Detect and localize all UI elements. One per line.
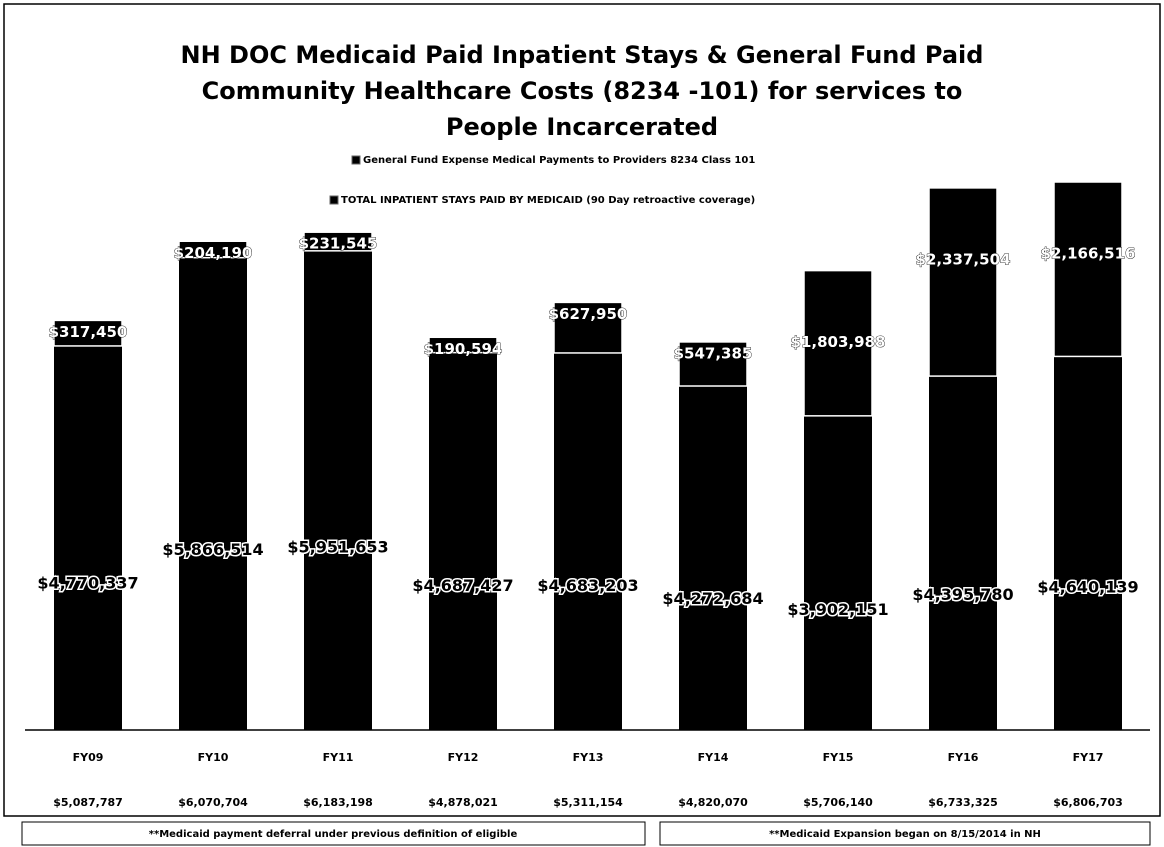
- data-label: $547,385: [674, 344, 753, 362]
- bar-segment: [1054, 356, 1122, 730]
- x-tick-label: FY11: [323, 751, 354, 764]
- chart-title: Community Healthcare Costs (8234 -101) f…: [202, 77, 963, 105]
- note-box: [21, 821, 646, 846]
- bar-segment: [53, 319, 123, 347]
- chart-title: NH DOC Medicaid Paid Inpatient Stays & G…: [181, 41, 984, 69]
- bar-segment: [803, 269, 873, 417]
- data-label: $204,190: [174, 244, 253, 262]
- note: **Medicaid payment deferral under previo…: [149, 829, 518, 840]
- data-label: $231,545: [299, 235, 378, 253]
- bar-segment: [679, 386, 747, 730]
- data-label: $3,902,151: [787, 600, 888, 619]
- data-label: $4,395,780: [912, 585, 1013, 604]
- total-label: $6,806,703: [1053, 796, 1123, 809]
- x-tick-label: FY10: [198, 751, 229, 764]
- bar-segment: [303, 231, 373, 252]
- bar-segment: [928, 187, 998, 377]
- total-label: $5,706,140: [803, 796, 873, 809]
- total-label: $4,820,070: [678, 796, 748, 809]
- data-label: $627,950: [549, 305, 628, 323]
- bar-segment: [554, 352, 622, 730]
- total-label: $5,087,787: [53, 796, 123, 809]
- x-tick-label: FY14: [698, 751, 729, 764]
- x-tick-label: FY16: [948, 751, 979, 764]
- legend-label: TOTAL INPATIENT STAYS PAID BY MEDICAID (…: [341, 195, 755, 206]
- data-label: $4,687,427: [412, 576, 513, 595]
- data-label: $1,803,988: [791, 333, 886, 351]
- data-label: $317,450: [49, 323, 128, 341]
- total-label: $6,733,325: [928, 796, 998, 809]
- x-tick-label: FY12: [448, 751, 479, 764]
- total-label: $5,311,154: [553, 796, 623, 809]
- bar-segment: [179, 257, 247, 730]
- bar-segment: [428, 336, 498, 354]
- x-tick-label: FY15: [823, 751, 854, 764]
- bar-segment: [304, 250, 372, 730]
- data-label: $190,594: [424, 340, 503, 358]
- bar-segment: [804, 415, 872, 730]
- data-label: $4,770,337: [37, 574, 138, 593]
- x-tick-label: FY09: [73, 751, 104, 764]
- data-label: $2,337,504: [916, 250, 1011, 268]
- data-label: $4,683,203: [537, 576, 638, 595]
- data-label: $5,866,514: [162, 540, 263, 559]
- total-label: $4,878,021: [428, 796, 498, 809]
- x-tick-label: FY13: [573, 751, 604, 764]
- bar-segment: [553, 301, 623, 354]
- bar-segment: [178, 240, 248, 259]
- total-label: $6,183,198: [303, 796, 373, 809]
- x-tick-label: FY17: [1073, 751, 1104, 764]
- bar-segment: [54, 345, 122, 730]
- data-label: $4,640,139: [1037, 578, 1138, 597]
- legend-swatch: [329, 195, 339, 205]
- note-box: [659, 821, 1151, 846]
- data-label: $4,272,684: [662, 589, 763, 608]
- data-label: $2,166,516: [1041, 245, 1136, 263]
- legend-swatch: [351, 155, 361, 165]
- bar-segment: [678, 341, 748, 387]
- data-label: $5,951,653: [287, 537, 388, 556]
- bar-segment: [429, 352, 497, 730]
- chart-frame: [3, 3, 1161, 817]
- bar-segment: [929, 376, 997, 730]
- bar-segment: [1053, 181, 1123, 358]
- total-label: $6,070,704: [178, 796, 248, 809]
- chart-title: People Incarcerated: [446, 113, 718, 141]
- legend-label: General Fund Expense Medical Payments to…: [363, 155, 755, 166]
- note: **Medicaid Expansion began on 8/15/2014 …: [769, 829, 1041, 840]
